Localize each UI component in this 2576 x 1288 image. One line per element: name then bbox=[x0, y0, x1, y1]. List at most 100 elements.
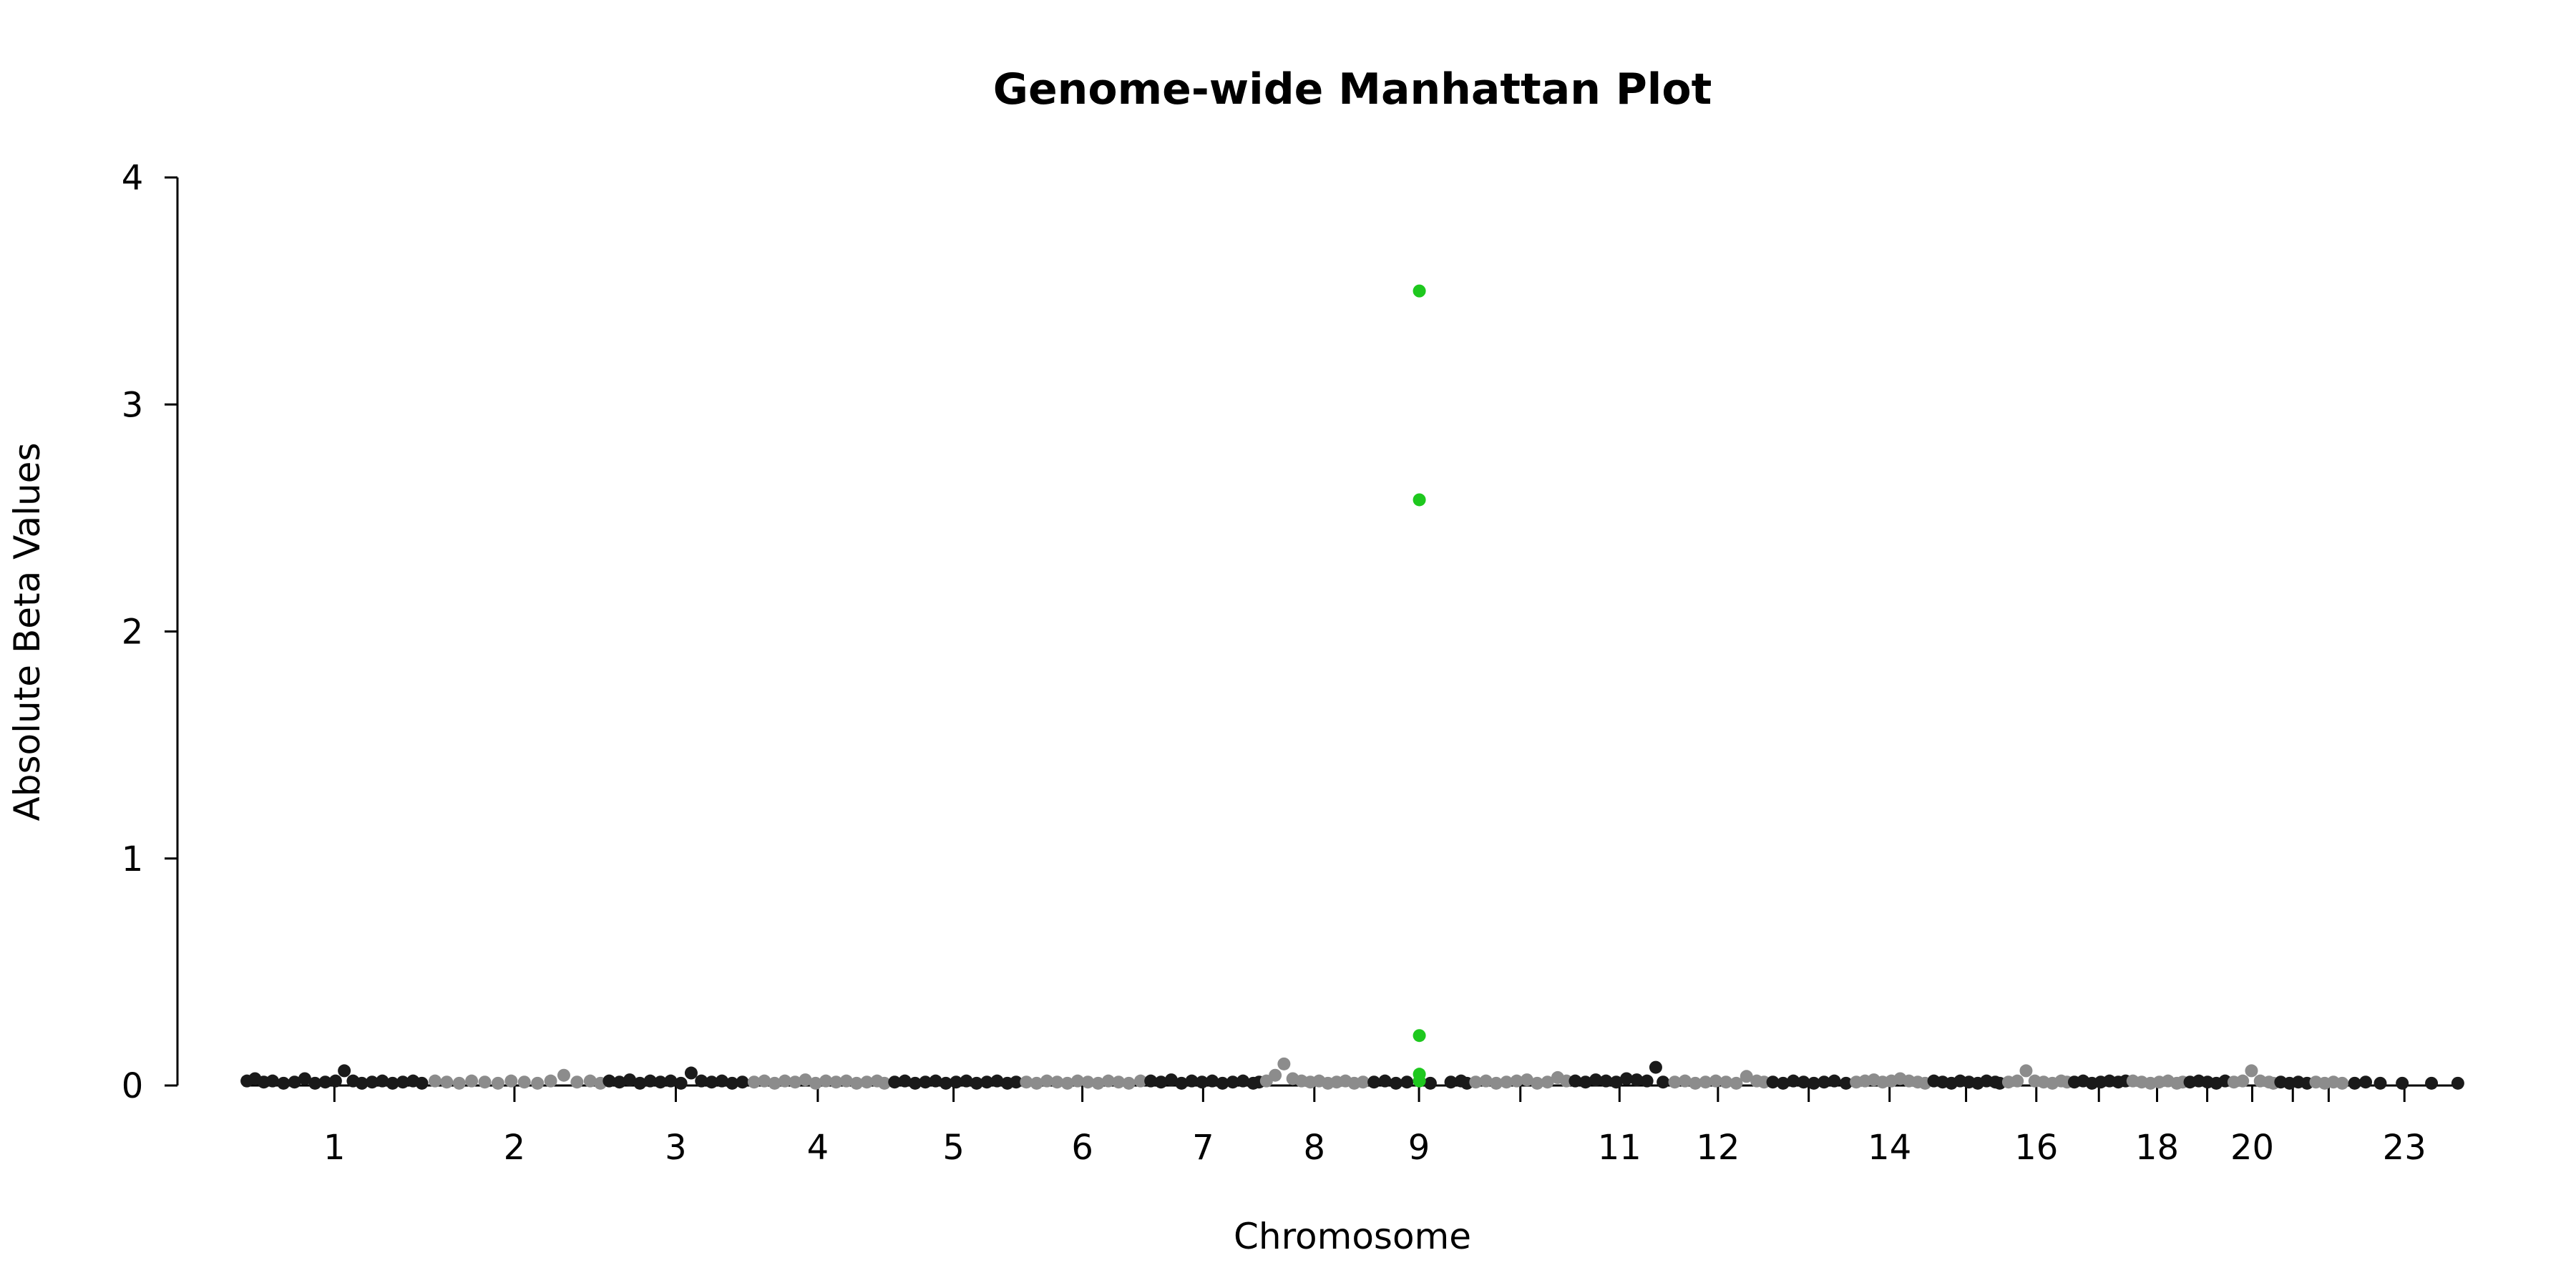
data-point bbox=[1356, 1075, 1370, 1089]
data-point bbox=[1154, 1075, 1168, 1089]
data-point bbox=[1766, 1075, 1780, 1089]
data-point bbox=[570, 1075, 584, 1089]
data-point bbox=[531, 1076, 545, 1090]
data-point bbox=[908, 1076, 922, 1090]
data-point bbox=[1839, 1076, 1853, 1090]
data-point bbox=[1776, 1076, 1790, 1090]
x-tick-label: 8 bbox=[1304, 1128, 1326, 1168]
data-point bbox=[440, 1075, 454, 1089]
highlight-point bbox=[1413, 1029, 1426, 1043]
x-tick-label: 23 bbox=[2383, 1128, 2426, 1168]
data-point bbox=[970, 1076, 983, 1090]
x-tick-label: 5 bbox=[942, 1128, 965, 1168]
highlight-point bbox=[1413, 284, 1426, 298]
data-point bbox=[2348, 1076, 2361, 1090]
x-axis-ticks: 1 2 3 4 5 6 7 8 9 11 12 14 16 18 20 23 bbox=[323, 1085, 2426, 1168]
data-point bbox=[613, 1075, 626, 1089]
data-point bbox=[1489, 1076, 1503, 1090]
data-point bbox=[308, 1076, 322, 1090]
data-point bbox=[789, 1075, 802, 1089]
data-point bbox=[1277, 1057, 1291, 1070]
x-tick-label: 11 bbox=[1598, 1128, 1641, 1168]
data-point bbox=[1541, 1075, 1554, 1089]
data-point bbox=[288, 1075, 301, 1089]
data-point bbox=[478, 1075, 492, 1089]
data-point bbox=[1729, 1076, 1743, 1090]
data-point bbox=[1133, 1074, 1147, 1088]
data-point bbox=[376, 1074, 389, 1088]
data-point bbox=[1599, 1074, 1613, 1088]
data-point bbox=[850, 1076, 864, 1090]
data-point bbox=[747, 1075, 761, 1089]
data-point bbox=[1122, 1076, 1136, 1090]
data-points bbox=[240, 284, 2464, 1090]
data-point bbox=[504, 1074, 518, 1088]
data-point bbox=[653, 1075, 667, 1089]
data-point bbox=[1020, 1075, 1033, 1089]
data-point bbox=[919, 1075, 932, 1089]
data-point bbox=[819, 1074, 833, 1088]
data-point bbox=[1070, 1074, 1084, 1088]
data-point bbox=[1226, 1075, 1239, 1089]
data-point bbox=[277, 1076, 291, 1090]
data-point bbox=[2396, 1076, 2409, 1090]
data-point bbox=[1520, 1073, 1533, 1087]
data-point bbox=[2359, 1075, 2373, 1089]
data-point bbox=[1818, 1075, 1831, 1089]
data-point bbox=[1678, 1074, 1692, 1088]
data-point bbox=[318, 1075, 332, 1089]
data-point bbox=[1367, 1075, 1381, 1089]
data-point bbox=[898, 1074, 912, 1088]
data-point bbox=[1797, 1075, 1810, 1089]
data-point bbox=[2425, 1076, 2439, 1090]
data-point bbox=[1112, 1075, 1126, 1089]
y-tick-label: 1 bbox=[122, 839, 144, 879]
data-point bbox=[623, 1073, 637, 1087]
data-point bbox=[1620, 1072, 1634, 1085]
data-point bbox=[452, 1076, 466, 1090]
data-point bbox=[1668, 1075, 1682, 1089]
data-point bbox=[715, 1074, 728, 1088]
data-point bbox=[1568, 1074, 1582, 1088]
x-tick-label: 16 bbox=[2014, 1128, 2058, 1168]
data-point bbox=[1709, 1074, 1722, 1088]
x-tick-label: 7 bbox=[1192, 1128, 1214, 1168]
data-point bbox=[877, 1076, 891, 1090]
data-point bbox=[491, 1076, 504, 1090]
data-point bbox=[1144, 1074, 1158, 1088]
data-point bbox=[1719, 1075, 1733, 1089]
data-point bbox=[1640, 1074, 1654, 1088]
data-point bbox=[265, 1074, 279, 1088]
data-point bbox=[929, 1074, 942, 1088]
data-point bbox=[778, 1074, 791, 1088]
data-point bbox=[1479, 1074, 1493, 1088]
data-point bbox=[1050, 1075, 1064, 1089]
y-tick-label: 0 bbox=[122, 1066, 144, 1106]
chart-title: Genome-wide Manhattan Plot bbox=[993, 64, 1712, 114]
data-point bbox=[1195, 1075, 1209, 1089]
data-point bbox=[1807, 1076, 1820, 1090]
data-point bbox=[1630, 1073, 1644, 1087]
x-axis-label: Chromosome bbox=[1234, 1216, 1471, 1257]
data-point bbox=[960, 1074, 973, 1088]
x-tick-label: 2 bbox=[504, 1128, 526, 1168]
data-point bbox=[428, 1074, 441, 1088]
x-tick-label: 6 bbox=[1071, 1128, 1093, 1168]
data-point bbox=[705, 1075, 718, 1089]
data-point bbox=[396, 1075, 409, 1089]
data-point bbox=[1500, 1075, 1513, 1089]
data-point bbox=[1378, 1074, 1392, 1088]
data-point bbox=[2236, 1074, 2250, 1088]
data-point bbox=[768, 1076, 781, 1090]
data-point bbox=[1589, 1073, 1603, 1087]
data-point bbox=[386, 1076, 399, 1090]
data-point bbox=[1010, 1075, 1023, 1089]
x-tick-label: 14 bbox=[1868, 1128, 1911, 1168]
data-point bbox=[1091, 1076, 1105, 1090]
data-point bbox=[1081, 1075, 1095, 1089]
data-point bbox=[2451, 1076, 2464, 1090]
y-axis-ticks: 0 1 2 3 4 bbox=[122, 158, 177, 1106]
data-point bbox=[695, 1074, 708, 1088]
data-point bbox=[1164, 1073, 1178, 1087]
